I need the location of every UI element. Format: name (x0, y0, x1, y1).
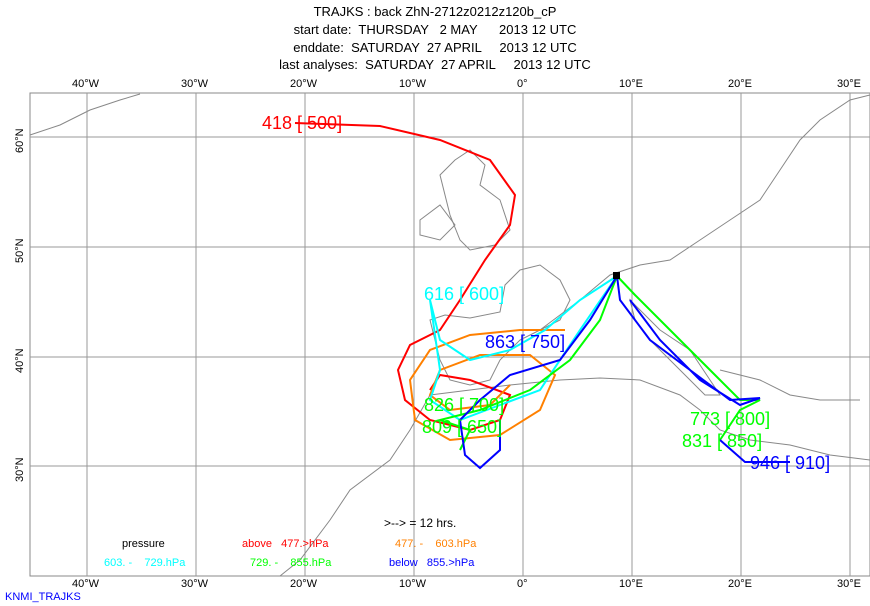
lon-tick: 10°E (619, 78, 643, 90)
lon-tick: 10°W (399, 78, 427, 90)
trajectory-label: 826 [ 700] (424, 395, 505, 415)
lat-tick: 30°N (14, 457, 26, 482)
lon-tick: 20°W (290, 578, 318, 590)
lon-tick: 0° (517, 78, 528, 90)
lon-tick: 30°E (837, 578, 861, 590)
end-date: enddate: SATURDAY 27 APRIL 2013 12 UTC (293, 40, 577, 55)
trajectory-red (294, 122, 517, 432)
lon-tick: 30°W (181, 578, 209, 590)
legend-below: below 855.>hPa (389, 557, 475, 569)
legend-green: 729. - 855.hPa (250, 557, 332, 569)
lon-tick: 0° (517, 578, 528, 590)
trajectory-label: 418 [ 500] (262, 113, 343, 133)
lon-tick: 30°E (837, 78, 861, 90)
graticule (30, 93, 870, 576)
trajectory-label: 863 [ 750] (485, 332, 566, 352)
trajectory-label: 946 [ 910] (750, 453, 831, 473)
lon-tick: 40°W (72, 78, 100, 90)
last-analyses: last analyses: SATURDAY 27 APRIL 2013 12… (279, 57, 591, 72)
footer-credit: KNMI_TRAJKS (5, 591, 81, 603)
trajectory-orange (408, 329, 565, 442)
legend-title: pressure (122, 538, 165, 550)
trajectory-blue (458, 275, 790, 470)
trajectories (294, 122, 790, 470)
legend-above: above 477.>hPa (242, 538, 329, 550)
lon-tick: 20°W (290, 78, 318, 90)
legend-interval: >--> = 12 hrs. (384, 516, 457, 530)
lat-tick: 60°N (14, 128, 26, 153)
trajectory-green (436, 275, 761, 451)
trajectory-label: 809 [ 650] (422, 417, 503, 437)
coastlines (29, 93, 870, 577)
lon-tick: 20°E (728, 578, 752, 590)
legend-orange: 477. - 603.hPa (395, 538, 477, 550)
lon-tick: 40°W (72, 578, 100, 590)
trajectory-cyan (428, 275, 618, 422)
legend-cyan: 603. - 729.hPa (104, 557, 186, 569)
lon-tick: 10°E (619, 578, 643, 590)
trajectory-label: 773 [ 800] (690, 409, 771, 429)
lat-tick: 50°N (14, 238, 26, 263)
start-date: start date: THURSDAY 2 MAY 2013 12 UTC (293, 22, 577, 37)
lon-tick: 30°W (181, 78, 209, 90)
start-point-marker (613, 272, 620, 279)
trajectory-label: 616 [ 600] (424, 284, 505, 304)
chart-title: TRAJKS : back ZhN-2712z0212z120b_cP (313, 4, 557, 19)
lat-tick: 40°N (14, 348, 26, 373)
trajectory-label: 831 [ 850] (682, 431, 763, 451)
lon-tick: 20°E (728, 78, 752, 90)
map-frame (29, 92, 870, 577)
lon-tick: 10°W (399, 578, 427, 590)
